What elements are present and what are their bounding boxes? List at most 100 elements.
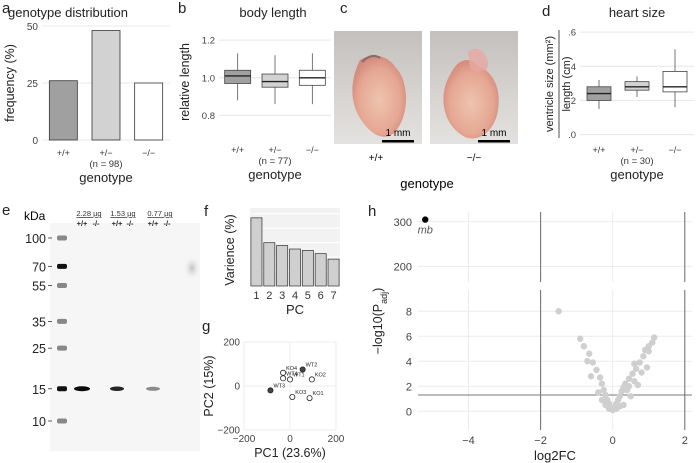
- x-tick-label: −2: [534, 435, 547, 447]
- scalebar-right: [478, 140, 510, 143]
- pca-point-label: WT4: [286, 371, 298, 377]
- x-axis-title: genotype: [79, 170, 133, 185]
- y-axis-title-close: ): [371, 288, 385, 292]
- x-tick-label: 200: [328, 434, 345, 445]
- mw-marker-label: 55: [32, 280, 46, 294]
- vessel-wt: [361, 54, 381, 63]
- y-tick-label: 300: [394, 217, 412, 229]
- mw-marker-label: 25: [32, 342, 46, 356]
- ladder-band: [57, 283, 67, 289]
- box: [224, 69, 252, 84]
- plot-area-lower: [418, 290, 692, 430]
- x-axis-title: PC: [286, 302, 304, 317]
- panel-label-h: h: [368, 203, 377, 220]
- y-tick-label: 2: [406, 381, 412, 393]
- photo-genotype-ko: −/−: [467, 153, 482, 164]
- panel-label-f: f: [204, 203, 209, 220]
- load-label: 1.53 µg: [110, 209, 135, 218]
- blot-unit-label: kDa: [24, 209, 46, 223]
- gene-point: [631, 378, 638, 385]
- x-tick-label: −/−: [306, 145, 319, 155]
- gene-point: [598, 396, 606, 404]
- pca-point: [280, 369, 287, 376]
- x-tick-label: 5: [305, 290, 311, 302]
- heart-photos: 1 mm 1 mm +/+ −/− genotype: [334, 31, 518, 191]
- x-tick-label: 6: [318, 290, 324, 302]
- sample-size-note: (n = 77): [258, 156, 291, 167]
- protein-band: [74, 386, 90, 392]
- vessel-ko: [468, 48, 489, 72]
- bar: [263, 242, 276, 287]
- gene-point: [643, 364, 651, 371]
- plot-area-upper: [418, 212, 692, 282]
- y-tick-label: 0: [234, 382, 240, 393]
- gene-point: [613, 405, 620, 412]
- pca-point: [289, 394, 296, 401]
- gene-point: [640, 353, 647, 360]
- x-axis-title: genotype: [248, 167, 302, 182]
- ladder-band: [57, 386, 67, 392]
- gene-point: [631, 360, 638, 367]
- lane-label: -/-: [163, 219, 171, 228]
- gene-point: [602, 401, 609, 409]
- highlight-point: [422, 216, 429, 223]
- y-tick-label: 0: [406, 406, 412, 418]
- photo-xlabel: genotype: [400, 176, 454, 191]
- gene-point: [650, 334, 658, 341]
- box: [662, 71, 688, 93]
- y-axis-title: frequency (%): [3, 44, 17, 122]
- y-tick-label: .2: [568, 96, 576, 107]
- gene-point: [627, 393, 634, 400]
- bar: [327, 258, 340, 287]
- x-tick-label: +/+: [592, 145, 605, 155]
- bar: [314, 253, 327, 287]
- mw-marker-label: 35: [32, 315, 46, 329]
- bar: [250, 217, 263, 287]
- pca-point: [287, 376, 294, 383]
- y-axis-title: relative length: [178, 43, 192, 121]
- gene-point: [584, 358, 591, 365]
- mw-marker-label: 10: [32, 415, 46, 429]
- pca-point-label: WT3: [273, 383, 285, 389]
- gene-point: [629, 370, 636, 377]
- mw-marker-label: 70: [32, 260, 46, 274]
- mw-marker-label: 100: [25, 232, 46, 246]
- pca-point-label: KO1: [313, 391, 324, 397]
- ladder-band: [57, 318, 67, 324]
- pca-point: [308, 376, 315, 383]
- heart-ko: [443, 59, 499, 139]
- x-tick-label: 7: [331, 290, 337, 302]
- gene-point: [616, 393, 624, 400]
- pca-point: [280, 375, 287, 382]
- gene-point: [586, 350, 593, 357]
- protein-band: [146, 386, 160, 391]
- gene-point: [620, 401, 627, 409]
- ladder-band: [57, 235, 67, 241]
- y-tick-label: 50: [27, 22, 39, 33]
- y-axis-title: −log10(Padj): [371, 288, 389, 355]
- gene-point: [598, 380, 606, 387]
- bar: [301, 250, 314, 287]
- heart-size-chart: .0 .2 .4 .6 +/+ +/− −/− (n = 30)genotype heart s…: [544, 5, 694, 182]
- sample-size-note: (n = 30): [620, 156, 653, 167]
- chart-title: body length: [239, 5, 306, 20]
- lane-label: +/+: [77, 219, 88, 228]
- protein-band: [110, 386, 124, 392]
- bar: [48, 80, 78, 141]
- gene-point: [596, 374, 604, 381]
- x-axis-title: genotype: [610, 167, 664, 182]
- body-length-chart: 0.8 1.0 1.2 +/+ +/− −/− (n = 77)genotype body l…: [178, 5, 331, 182]
- x-tick-label: +/−: [99, 148, 112, 158]
- x-tick-label: 2: [682, 435, 688, 447]
- y-tick-label: 6: [406, 331, 412, 343]
- gene-point: [580, 343, 588, 350]
- x-tick-label: −/−: [142, 148, 155, 158]
- bar: [289, 248, 301, 287]
- bar: [276, 245, 289, 287]
- gene-point: [587, 373, 595, 380]
- y-tick-label: 0: [32, 136, 38, 147]
- panel-label-c: c: [340, 0, 348, 17]
- scalebar-left: [382, 140, 414, 143]
- y-tick-label: 8: [406, 306, 412, 318]
